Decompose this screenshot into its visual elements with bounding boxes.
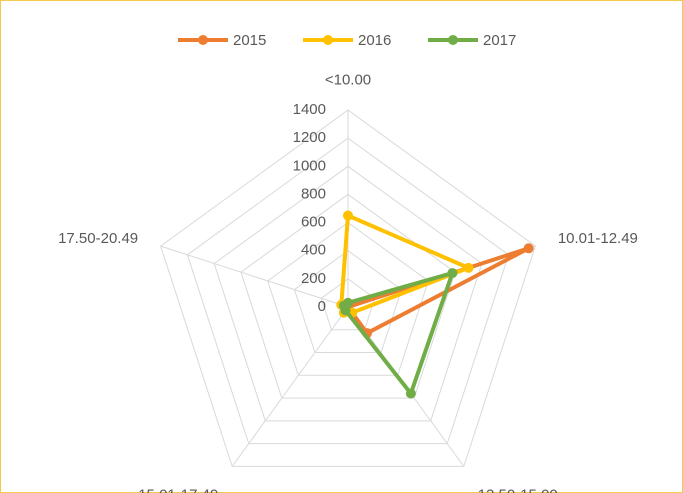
- grid-ring: [186, 137, 510, 445]
- grid-ring: [293, 250, 403, 354]
- r-tick-label: 600: [301, 214, 326, 231]
- point: [523, 243, 534, 254]
- spoke: [160, 245, 349, 308]
- point: [447, 268, 458, 279]
- r-tick-label: 800: [301, 185, 326, 202]
- grid-ring: [160, 109, 536, 467]
- category-label: 15.01-17.49: [138, 486, 218, 493]
- point: [463, 262, 474, 273]
- legend-label: 2015: [233, 32, 266, 49]
- spoke: [231, 306, 349, 467]
- r-tick-label: 1200: [293, 129, 326, 146]
- legend-label: 2017: [483, 32, 516, 49]
- legend-dot: [323, 35, 333, 45]
- r-tick-label: 200: [301, 270, 326, 287]
- legend-label: 2016: [358, 32, 391, 49]
- grid-ring: [240, 193, 456, 399]
- r-tick-label: 1000: [293, 157, 326, 174]
- point: [343, 210, 353, 221]
- legend-dot: [448, 35, 458, 45]
- point: [405, 388, 416, 399]
- category-label: 12.50-15.00: [478, 486, 558, 493]
- category-label: <10.00: [325, 71, 371, 88]
- r-tick-label: 1400: [293, 101, 326, 118]
- grid-ring: [267, 221, 429, 376]
- r-tick-label: 0: [318, 298, 326, 315]
- legend-dot: [198, 35, 208, 45]
- grid-ring: [213, 165, 483, 422]
- category-label: 17.50-20.49: [58, 230, 138, 247]
- category-label: 10.01-12.49: [558, 230, 638, 247]
- point: [338, 300, 349, 311]
- r-tick-label: 400: [301, 242, 326, 259]
